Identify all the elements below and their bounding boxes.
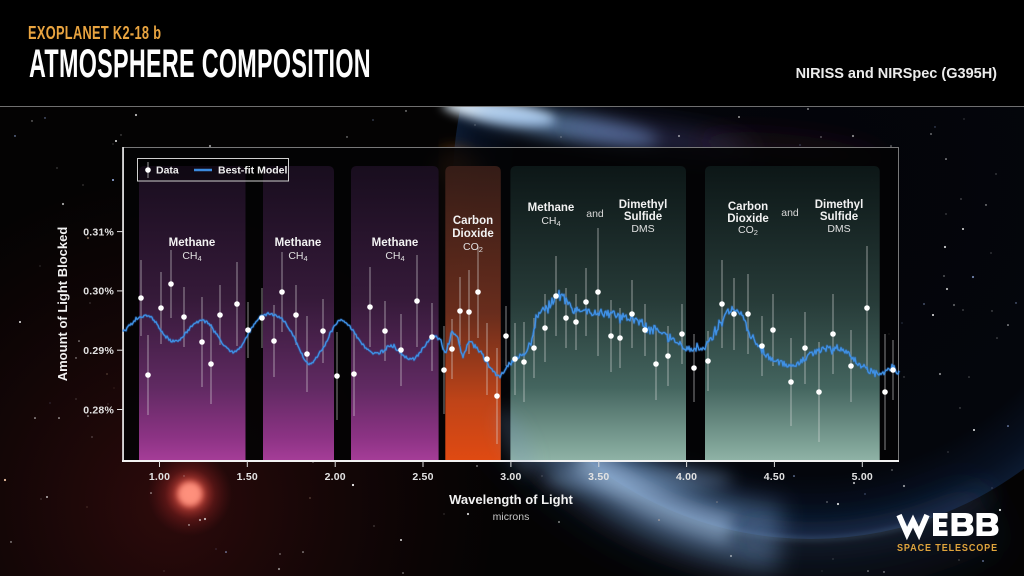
- svg-text:CO2: CO2: [738, 224, 758, 237]
- svg-text:Amount of Light Blocked: Amount of Light Blocked: [55, 227, 70, 382]
- svg-text:1.00: 1.00: [149, 471, 170, 483]
- svg-text:Sulfide: Sulfide: [624, 211, 662, 223]
- svg-text:0.28%: 0.28%: [83, 404, 114, 416]
- svg-text:and: and: [586, 208, 604, 220]
- svg-text:2.50: 2.50: [412, 471, 433, 483]
- svg-text:0.30%: 0.30%: [83, 286, 114, 298]
- svg-text:0.31%: 0.31%: [83, 226, 114, 238]
- svg-text:CH4: CH4: [541, 215, 560, 228]
- svg-text:5.00: 5.00: [852, 471, 873, 483]
- svg-text:Carbon: Carbon: [453, 215, 493, 227]
- svg-text:microns: microns: [493, 511, 530, 523]
- svg-text:Carbon: Carbon: [728, 201, 768, 213]
- svg-text:Data: Data: [156, 165, 179, 177]
- svg-text:Dioxide: Dioxide: [727, 213, 769, 225]
- svg-text:0.29%: 0.29%: [83, 345, 114, 357]
- svg-text:and: and: [781, 207, 799, 219]
- svg-text:CH4: CH4: [385, 250, 404, 263]
- svg-text:Dimethyl: Dimethyl: [619, 199, 668, 211]
- svg-text:CH4: CH4: [288, 250, 307, 263]
- svg-text:ATMOSPHERE COMPOSITION: ATMOSPHERE COMPOSITION: [29, 42, 371, 86]
- svg-text:Methane: Methane: [169, 237, 216, 249]
- svg-text:Dimethyl: Dimethyl: [815, 199, 864, 211]
- svg-text:SPACE TELESCOPE: SPACE TELESCOPE: [897, 543, 998, 554]
- svg-text:Methane: Methane: [275, 237, 322, 249]
- svg-text:3.00: 3.00: [500, 471, 521, 483]
- svg-text:DMS: DMS: [631, 223, 654, 235]
- svg-text:2.00: 2.00: [325, 471, 346, 483]
- svg-text:4.50: 4.50: [764, 471, 785, 483]
- svg-text:DMS: DMS: [827, 223, 850, 235]
- svg-text:Wavelength of Light: Wavelength of Light: [449, 492, 573, 507]
- svg-text:4.00: 4.00: [676, 471, 697, 483]
- svg-text:CH4: CH4: [182, 250, 201, 263]
- svg-text:Methane: Methane: [372, 237, 419, 249]
- svg-text:1.50: 1.50: [237, 471, 258, 483]
- svg-text:Sulfide: Sulfide: [820, 211, 858, 223]
- svg-text:Best-fit Model: Best-fit Model: [218, 165, 287, 177]
- svg-text:Methane: Methane: [528, 202, 575, 214]
- svg-text:3.50: 3.50: [588, 471, 609, 483]
- svg-text:Dioxide: Dioxide: [452, 228, 494, 240]
- svg-text:EXOPLANET K2-18 b: EXOPLANET K2-18 b: [28, 24, 161, 44]
- svg-text:NIRISS and NIRSpec (G395H): NIRISS and NIRSpec (G395H): [796, 66, 998, 82]
